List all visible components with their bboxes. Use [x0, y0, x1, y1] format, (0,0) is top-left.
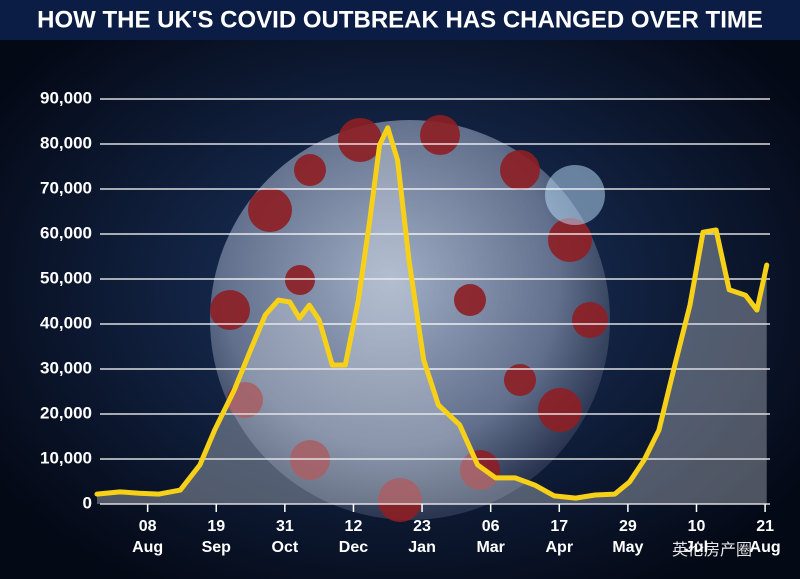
y-tick-label: 70,000 — [40, 178, 92, 197]
y-tick-label: 80,000 — [40, 133, 92, 152]
y-tick-label: 60,000 — [40, 223, 92, 242]
y-tick-label: 10,000 — [40, 448, 92, 467]
x-tick-label: 08 Aug — [132, 518, 164, 556]
virus-image — [210, 120, 610, 520]
y-tick-label: 40,000 — [40, 313, 92, 332]
y-tick-label: 30,000 — [40, 358, 92, 377]
y-tick-label: 50,000 — [40, 268, 92, 287]
x-tick-label: 12 Dec — [338, 518, 369, 556]
y-tick-label: 90,000 — [40, 88, 92, 107]
x-tick-label: 29 May — [612, 518, 644, 556]
line — [94, 125, 770, 501]
area — [97, 127, 767, 505]
star-glow — [545, 165, 605, 225]
x-tick-label: 23 Jan — [408, 518, 436, 556]
title-bar — [0, 0, 800, 40]
x-tick-label: 06 Mar — [476, 518, 505, 556]
x-tick-label: 19 Sep — [201, 518, 231, 556]
x-tick-label: 21 Aug — [749, 518, 781, 556]
chart-title: HOW THE UK'S COVID OUTBREAK HAS CHANGED … — [37, 6, 763, 33]
x-tick-label: 31 Oct — [271, 518, 299, 556]
x-tick-label: 17 Apr — [545, 518, 574, 556]
y-tick-label: 20,000 — [40, 403, 92, 422]
virus-spikes — [210, 115, 608, 522]
watermark: 英伦房产圈 — [672, 542, 753, 559]
y-tick-label: 0 — [83, 493, 92, 512]
x-tick-label: 10 Jul — [684, 518, 709, 556]
